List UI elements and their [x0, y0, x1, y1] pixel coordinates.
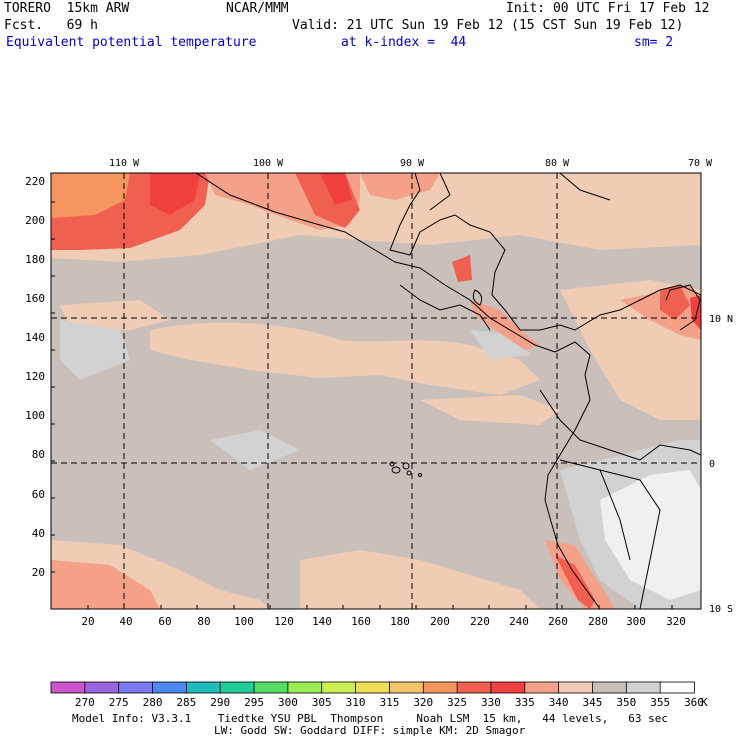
colorbar-swatch: [118, 681, 154, 694]
colorbar-swatch: [84, 681, 120, 694]
colorbar-swatch: [592, 681, 628, 694]
y-tick-label: 120: [25, 370, 45, 383]
colorbar-swatch: [321, 681, 357, 694]
lon-label: 110 W: [109, 158, 140, 169]
x-tick-label: 120: [274, 615, 294, 628]
colorbar-swatch: [253, 681, 289, 694]
colorbar-swatch: [625, 681, 662, 694]
x-tick-label: 60: [158, 615, 171, 628]
colorbar-tick-label: 335: [515, 696, 535, 709]
colorbar-swatch: [389, 681, 425, 694]
org-label: NCAR/MMM: [226, 1, 289, 16]
lon-label: 80 W: [545, 158, 570, 169]
level-label: at k-index = 44: [341, 35, 467, 50]
colorbar-tick-label: 295: [244, 696, 264, 709]
colorbar-tick-label: 285: [176, 696, 196, 709]
x-tick-label: 260: [548, 615, 568, 628]
colorbar-tick-label: 310: [346, 696, 366, 709]
colorbar-tick-label: 340: [549, 696, 569, 709]
colorbar-swatch: [558, 681, 594, 694]
x-tick-label: 240: [509, 615, 529, 628]
x-tick-label: 20: [81, 615, 94, 628]
colorbar-tick-label: 345: [583, 696, 603, 709]
x-tick-label: 280: [588, 615, 608, 628]
model-physics: LW: Godd SW: Goddard DIFF: simple KM: 2D…: [214, 724, 526, 737]
colorbar-tick-label: 330: [481, 696, 501, 709]
y-tick-label: 180: [25, 253, 45, 266]
colorbar-tick-label: 325: [447, 696, 467, 709]
colorbar-swatch: [219, 681, 255, 694]
y-tick-label: 160: [25, 292, 45, 305]
colorbar-tick-label: 360: [684, 696, 704, 709]
y-tick-label: 20: [32, 566, 45, 579]
colorbar-tick-label: 270: [75, 696, 95, 709]
field-shading: [51, 173, 701, 609]
x-tick-label: 220: [470, 615, 490, 628]
colorbar-tick-label: 350: [616, 696, 636, 709]
coastlines: [195, 173, 701, 609]
x-tick-label: 160: [351, 615, 371, 628]
lon-label: 100 W: [253, 158, 284, 169]
x-tick-label: 100: [234, 615, 254, 628]
forecast-hour: Fcst. 69 h: [4, 18, 98, 33]
lat-lon-grid: [51, 173, 701, 609]
colorbar: 270 275 280 285 290 295 300 305 310 315 320 325 330 3…: [50, 681, 704, 709]
y-tick-label: 80: [32, 448, 45, 461]
axis-labels: 20 40 60 80 100 120 140 160 180 200 220 …: [25, 158, 733, 628]
x-tick-label: 140: [312, 615, 332, 628]
colorbar-tick-label: 315: [379, 696, 399, 709]
colorbar-tick-label: 355: [650, 696, 670, 709]
smoothing-label: sm= 2: [634, 35, 674, 50]
colorbar-swatch: [659, 681, 695, 694]
colorbar-tick-label: 275: [109, 696, 129, 709]
model-info: Model Info: V3.3.1 Tiedtke YSU PBL Thomp…: [72, 712, 669, 725]
colorbar-tick-label: 305: [312, 696, 332, 709]
colorbar-swatch: [152, 681, 188, 694]
axis-ticks: [51, 201, 673, 609]
y-tick-label: 40: [32, 527, 45, 540]
y-tick-label: 220: [25, 175, 45, 188]
y-tick-label: 140: [25, 331, 45, 344]
x-tick-label: 320: [666, 615, 686, 628]
colorbar-unit: K: [701, 696, 708, 709]
x-tick-label: 180: [390, 615, 410, 628]
init-time: Init: 00 UTC Fri 17 Feb 12: [506, 1, 710, 16]
colorbar-swatch: [287, 681, 323, 694]
lat-label: 0: [709, 459, 715, 470]
lat-label: 10 N: [709, 314, 733, 325]
colorbar-swatch: [355, 681, 391, 694]
colorbar-swatch: [490, 681, 526, 694]
colorbar-tick-label: 280: [143, 696, 163, 709]
colorbar-swatch: [456, 681, 492, 694]
valid-time: Valid: 21 UTC Sun 19 Feb 12 (15 CST Sun …: [292, 18, 684, 33]
model-label: TORERO 15km ARW: [4, 1, 130, 16]
lat-label: 10 S: [709, 604, 733, 615]
y-tick-label: 100: [25, 409, 45, 422]
colorbar-swatch: [422, 681, 459, 694]
colorbar-tick-label: 290: [210, 696, 230, 709]
colorbar-tick-label: 320: [413, 696, 433, 709]
lon-label: 70 W: [688, 158, 713, 169]
y-tick-label: 60: [32, 488, 45, 501]
colorbar-tick-label: 300: [278, 696, 298, 709]
map-frame: [50, 172, 702, 610]
x-tick-label: 300: [626, 615, 646, 628]
colorbar-swatch: [50, 681, 86, 694]
colorbar-swatch: [524, 681, 560, 694]
x-tick-label: 200: [430, 615, 450, 628]
field-name: Equivalent potential temperature: [6, 35, 257, 50]
x-tick-label: 40: [119, 615, 132, 628]
y-tick-label: 200: [25, 214, 45, 227]
x-tick-label: 80: [197, 615, 210, 628]
colorbar-swatch: [185, 681, 222, 694]
lon-label: 90 W: [400, 158, 425, 169]
